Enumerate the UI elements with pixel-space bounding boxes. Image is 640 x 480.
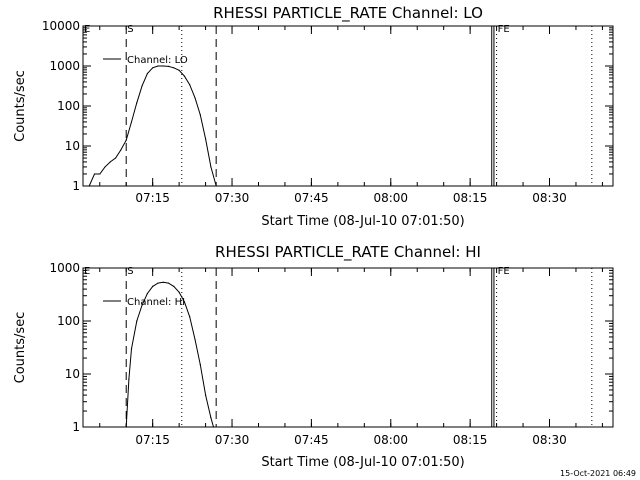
event-marker-label: S	[127, 24, 133, 35]
data-point	[178, 291, 180, 293]
x-tick-label: 08:30	[532, 191, 567, 205]
x-axis-label: Start Time (08-Jul-10 07:01:50)	[261, 455, 464, 470]
x-tick-label: 08:00	[373, 433, 408, 447]
y-axis-label: Counts/sec	[13, 312, 28, 384]
data-point	[141, 304, 143, 306]
event-marker-label: FE	[498, 24, 510, 35]
data-point	[141, 85, 143, 87]
data-point	[215, 185, 217, 187]
x-tick-label: 08:30	[532, 433, 567, 447]
x-tick-label: 08:15	[453, 433, 488, 447]
data-point	[146, 72, 148, 75]
data-point	[204, 138, 207, 140]
data-point	[194, 97, 196, 99]
chart-title: RHESSI PARTICLE_RATE Channel: LO	[213, 4, 483, 23]
data-point	[210, 417, 212, 419]
x-tick-label: 07:15	[135, 433, 170, 447]
data-point	[183, 301, 186, 303]
data-point	[136, 320, 138, 322]
data-point	[157, 282, 159, 284]
data-point	[157, 65, 159, 67]
data-point	[125, 426, 127, 428]
x-tick-label: 08:00	[373, 191, 408, 205]
data-point	[130, 348, 133, 350]
data-point	[210, 166, 212, 168]
x-tick-label: 07:30	[215, 433, 250, 447]
chart-panel-hi: RHESSI PARTICLE_RATE Channel: HI 1 10 100 10…	[13, 243, 614, 470]
data-point	[99, 173, 101, 175]
data-point	[93, 173, 96, 175]
x-tick-label: 07:45	[294, 191, 329, 205]
data-point	[120, 149, 122, 151]
y-axis-label: Counts/sec	[13, 70, 28, 142]
y-tick-label: 100	[57, 314, 80, 328]
data-point	[199, 114, 201, 116]
event-marker-label: FE	[498, 266, 510, 277]
data-point	[189, 316, 191, 318]
x-tick-label: 07:15	[135, 191, 170, 205]
data-point	[194, 338, 196, 340]
data-point	[204, 394, 207, 396]
x-tick-label: 07:30	[215, 191, 250, 205]
axes-frame	[82, 267, 614, 428]
event-marker-label: S	[127, 266, 133, 277]
data-point	[146, 292, 148, 295]
chart-panel-lo: RHESSI PARTICLE_RATE Channel: LO 1 10 100 10…	[13, 4, 614, 229]
y-tick-label: 1000	[49, 59, 80, 73]
y-tick-label: 10	[65, 367, 80, 381]
data-point	[162, 281, 164, 283]
data-point	[162, 65, 164, 67]
data-point	[130, 121, 133, 123]
data-point	[173, 285, 175, 287]
data-point	[173, 67, 175, 69]
legend-label: Channel: HI	[127, 297, 185, 308]
data-point	[125, 139, 127, 141]
data-point	[104, 166, 106, 168]
data-point	[128, 378, 130, 380]
data-point	[152, 67, 154, 69]
x-axis-label: Start Time (08-Jul-10 07:01:50)	[261, 214, 464, 229]
data-point	[212, 426, 215, 428]
data-point	[167, 65, 170, 67]
data-point	[152, 285, 154, 287]
series-line	[88, 65, 217, 187]
data-point	[167, 282, 170, 284]
data-point	[115, 157, 117, 159]
data-point	[199, 364, 201, 366]
x-tick-label: 08:15	[453, 191, 488, 205]
legend-label: Channel: LO	[127, 55, 188, 66]
data-point	[136, 102, 138, 104]
data-point	[109, 161, 111, 163]
event-marker-label: E	[84, 266, 90, 277]
chart-title: RHESSI PARTICLE_RATE Channel: HI	[215, 243, 481, 262]
footer-timestamp: 15-Oct-2021 06:49	[560, 469, 636, 478]
y-tick-label: 1000	[49, 261, 80, 275]
data-point	[183, 75, 186, 77]
x-tick-label: 07:45	[294, 433, 329, 447]
y-tick-label: 1	[72, 420, 80, 434]
y-tick-label: 100	[57, 99, 80, 113]
data-point	[178, 69, 180, 71]
event-marker-label: E	[84, 24, 90, 35]
axes-frame	[82, 25, 614, 187]
y-tick-label: 1	[72, 179, 80, 193]
y-tick-label: 10000	[42, 19, 80, 33]
data-point	[88, 185, 90, 187]
y-tick-label: 10	[65, 139, 80, 153]
data-point	[189, 84, 191, 86]
